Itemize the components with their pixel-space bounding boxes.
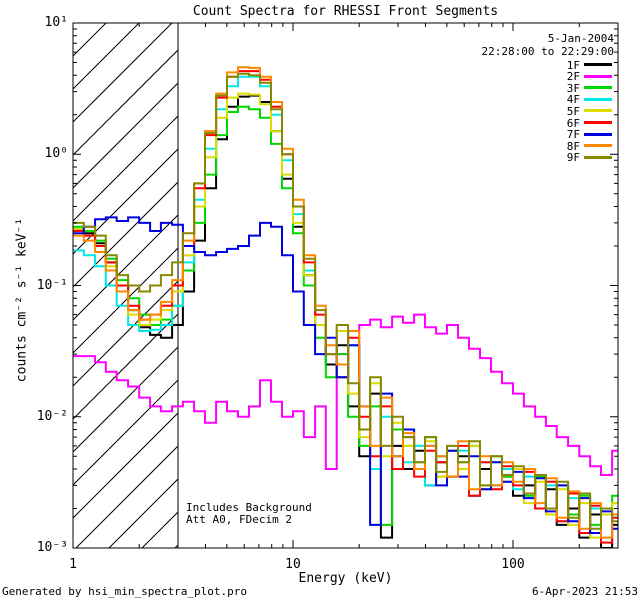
attenuator-annotation: Att A0, FDecim 2 — [186, 513, 292, 526]
legend-label-2F: 2F — [566, 70, 580, 84]
legend-swatch-6F — [584, 121, 612, 124]
y-tick-label: 10⁻³ — [36, 540, 68, 555]
legend-label-4F: 4F — [566, 93, 580, 107]
series-line-7F — [73, 216, 618, 534]
legend-swatch-7F — [584, 132, 612, 136]
legend-label-3F: 3F — [566, 81, 580, 95]
series-line-9F — [73, 72, 618, 530]
y-tick-label: 10¹ — [44, 15, 68, 30]
series-line-3F — [73, 105, 618, 526]
x-axis-title: Energy (keV) — [298, 571, 393, 586]
legend-swatch-8F — [584, 144, 612, 148]
legend-date: 5-Jan-2004 — [547, 32, 614, 45]
legend-label-1F: 1F — [566, 58, 580, 72]
legend-time-range: 22:28:00 to 22:29:00 — [481, 45, 614, 58]
legend-label-5F: 5F — [566, 104, 580, 118]
legend-swatch-2F — [584, 74, 612, 78]
legend-swatch-1F — [584, 63, 612, 66]
legend-swatch-9F — [584, 155, 612, 159]
legend-swatch-4F — [584, 97, 612, 101]
background-annotation: Includes Background — [186, 501, 312, 514]
legend-label-8F: 8F — [566, 139, 580, 153]
hatch-region — [73, 23, 178, 548]
legend-swatch-3F — [584, 86, 612, 90]
legend-swatch-5F — [584, 109, 612, 113]
series-lines — [73, 66, 618, 548]
legend-label-6F: 6F — [566, 116, 580, 130]
axis-ticks — [72, 22, 619, 549]
y-tick-label: 10⁰ — [44, 146, 68, 162]
y-axis-title: counts cm⁻² s⁻¹ keV⁻¹ — [14, 217, 30, 383]
x-tick-label: 100 — [501, 557, 525, 572]
x-tick-label: 1 — [69, 557, 77, 572]
x-tick-label: 10 — [285, 557, 301, 572]
legend-label-7F: 7F — [566, 128, 580, 142]
footer-generator-text: Generated by hsi_min_spectra_plot.pro — [2, 585, 248, 598]
legend-label-9F: 9F — [566, 151, 580, 165]
page-title: Count Spectra for RHESSI Front Segments — [192, 4, 499, 19]
footer-timestamp: 6-Apr-2023 21:53 — [532, 585, 638, 598]
y-tick-label: 10⁻² — [36, 408, 68, 424]
y-tick-label: 10⁻¹ — [36, 277, 68, 293]
series-line-2F — [73, 313, 618, 476]
